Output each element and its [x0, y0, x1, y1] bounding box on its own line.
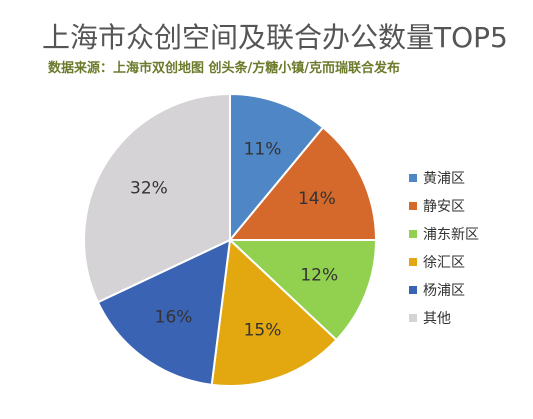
legend-label: 浦东新区: [423, 227, 479, 243]
legend-label: 黄浦区: [423, 171, 465, 187]
legend-item: 其他: [409, 304, 479, 332]
slice-label-5: 32%: [130, 179, 168, 199]
pie-slice-3: [210, 237, 338, 387]
slice-label-3: 15%: [244, 320, 282, 340]
pie-slice-0: [229, 92, 325, 243]
legend-swatch: [409, 314, 417, 322]
slice-label-4: 16%: [155, 308, 193, 328]
legend-item: 徐汇区: [409, 248, 479, 276]
legend: 黄浦区 静安区 浦东新区 徐汇区 杨浦区 其他: [409, 164, 479, 332]
chart-subtitle: 数据来源：上海市双创地图 创头条/方糖小镇/克而瑞联合发布: [48, 61, 401, 76]
legend-swatch: [409, 258, 417, 266]
legend-label: 其他: [423, 311, 451, 327]
legend-item: 黄浦区: [409, 164, 479, 192]
chart-title: 上海市众创空间及联合办公数量TOP5: [42, 21, 508, 54]
legend-swatch: [409, 174, 417, 182]
legend-item: 杨浦区: [409, 276, 479, 304]
pie-slice-4: [96, 238, 232, 386]
legend-swatch: [409, 202, 417, 210]
legend-label: 徐汇区: [423, 255, 465, 271]
pie-slice-1: [227, 126, 378, 241]
slice-label-1: 14%: [298, 189, 336, 209]
legend-swatch: [409, 230, 417, 238]
legend-item: 浦东新区: [409, 220, 479, 248]
legend-swatch: [409, 286, 417, 294]
pie-slice-2: [227, 239, 378, 342]
pie-slice-5: [83, 92, 231, 304]
slice-label-0: 11%: [244, 140, 282, 160]
legend-label: 静安区: [423, 199, 465, 215]
legend-item: 静安区: [409, 192, 479, 220]
slice-label-2: 12%: [300, 265, 338, 285]
legend-label: 杨浦区: [423, 283, 465, 299]
